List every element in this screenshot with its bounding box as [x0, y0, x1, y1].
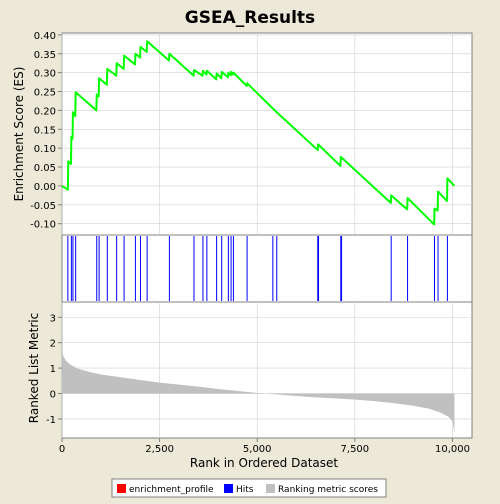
es-tick-label: 0.25 [34, 88, 56, 99]
rank-tick-label: 3 [50, 313, 56, 324]
legend-label-enrichment-profile: enrichment_profile [129, 485, 214, 495]
rank-panel-frame [61, 301, 473, 439]
rank-tick-label: 1 [50, 364, 56, 375]
axes: 0.40 0.35 0.30 0.25 0.20 0.15 0.10 0.05 0.00 -0.0… [30, 31, 470, 455]
ranking-metric-area [62, 349, 455, 433]
es-tick-label: 0.15 [34, 125, 56, 136]
es-tick-label: 0.20 [34, 106, 56, 117]
es-tick-label: -0.05 [30, 201, 56, 212]
es-tick-label: -0.10 [30, 220, 56, 231]
rank-axis-label: Ranked List Metric [27, 313, 41, 423]
es-tick-label: 0.30 [34, 69, 56, 80]
chart-title: GSEA_Results [185, 8, 315, 28]
x-tick-label: 5,000 [243, 444, 272, 455]
rank-panel [61, 302, 472, 438]
rank-tick-label: 0 [50, 390, 56, 401]
legend-swatch-hits [224, 484, 233, 493]
es-panel [61, 33, 472, 235]
x-axis-label: Rank in Ordered Dataset [190, 456, 338, 470]
es-axis-label: Enrichment Score (ES) [12, 67, 26, 202]
legend-swatch-enrichment-profile [117, 484, 126, 493]
legend: enrichment_profile Hits Ranking metric s… [111, 478, 387, 498]
es-tick-label: 0.35 [34, 50, 56, 61]
es-panel-frame [61, 32, 473, 236]
x-tick-label: 7,500 [341, 444, 370, 455]
legend-swatch-ranking [266, 484, 275, 493]
es-tick-label: 0.00 [34, 182, 56, 193]
es-tick-label: 0.40 [34, 31, 56, 42]
legend-label-hits: Hits [236, 485, 254, 495]
x-tick-label: 2,500 [145, 444, 174, 455]
rank-tick-label: -1 [46, 415, 56, 426]
legend-box [111, 478, 387, 498]
hits-panel [67, 236, 448, 301]
es-tick-label: 0.10 [34, 144, 56, 155]
hits-panel-frame [61, 234, 473, 303]
enrichment-profile-line [61, 40, 456, 226]
x-tick-label: 0 [59, 444, 65, 455]
es-tick-label: 0.05 [34, 163, 56, 174]
x-tick-label: 10,000 [435, 444, 470, 455]
legend-label-ranking: Ranking metric scores [278, 485, 378, 495]
rank-tick-label: 2 [50, 339, 56, 350]
